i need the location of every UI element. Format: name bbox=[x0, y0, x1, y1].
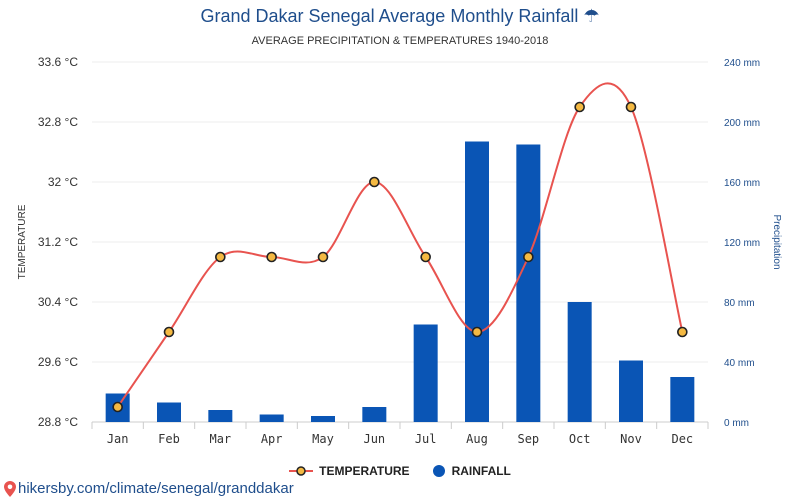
temperature-point[interactable] bbox=[523, 251, 534, 263]
legend-label-rainfall: RAINFALL bbox=[451, 464, 511, 478]
source-url: hikersby.com/climate/senegal/granddakar bbox=[18, 480, 294, 497]
left-axis-ticks: 28.8 °C 29.6 °C 30.4 °C 31.2 °C 32 °C 32.8 °C… bbox=[38, 55, 78, 429]
x-tick-label: Sep bbox=[517, 432, 539, 446]
y-tick-label: 30.4 °C bbox=[38, 295, 78, 309]
y-tick-label: 32 °C bbox=[48, 175, 78, 189]
y2-tick-label: 240 mm bbox=[724, 58, 760, 69]
rainfall-bar[interactable] bbox=[259, 414, 284, 423]
chart-title: Grand Dakar Senegal Average Monthly Rain… bbox=[200, 6, 600, 26]
x-tick-label: Mar bbox=[209, 432, 231, 446]
rainfall-bar[interactable] bbox=[516, 144, 541, 423]
legend: TEMPERATURE RAINFALL bbox=[0, 464, 800, 478]
x-tick-label: Jun bbox=[363, 432, 385, 446]
x-tick-label: Nov bbox=[620, 432, 642, 446]
y2-tick-label: 120 mm bbox=[724, 238, 760, 249]
rainfall-bar[interactable] bbox=[157, 402, 181, 423]
temperature-point[interactable] bbox=[420, 251, 431, 263]
x-tick-label: Aug bbox=[466, 432, 488, 446]
temperature-point[interactable] bbox=[677, 326, 688, 338]
rainfall-bar[interactable] bbox=[619, 360, 643, 423]
y-tick-label: 33.6 °C bbox=[38, 55, 78, 69]
rainfall-bar[interactable] bbox=[567, 302, 592, 422]
temperature-point[interactable] bbox=[266, 251, 277, 263]
x-tick-label: Jul bbox=[415, 432, 437, 446]
left-axis-title: TEMPERATURE bbox=[17, 204, 28, 279]
temperature-legend-icon bbox=[289, 466, 314, 476]
rainfall-bar[interactable] bbox=[413, 324, 438, 423]
legend-label-temperature: TEMPERATURE bbox=[319, 464, 410, 478]
rainfall-bar[interactable] bbox=[362, 407, 387, 422]
temperature-point[interactable] bbox=[574, 101, 585, 113]
rainfall-bar[interactable] bbox=[465, 141, 489, 423]
source-link[interactable]: hikersby.com/climate/senegal/granddakar bbox=[4, 480, 294, 497]
rainfall-bars bbox=[105, 141, 695, 423]
rainfall-bar[interactable] bbox=[208, 410, 233, 422]
right-axis-title: Precipitation bbox=[771, 214, 782, 269]
temperature-line-path bbox=[116, 82, 684, 408]
y2-tick-label: 160 mm bbox=[724, 178, 760, 189]
x-tick-label: Dec bbox=[671, 432, 693, 446]
chart-subtitle: AVERAGE PRECIPITATION & TEMPERATURES 194… bbox=[251, 35, 549, 47]
temperature-point[interactable] bbox=[317, 251, 329, 263]
combo-chart: 28.8 °C 29.6 °C 30.4 °C 31.2 °C 32 °C 32.8 °C… bbox=[17, 55, 782, 446]
y-tick-label: 32.8 °C bbox=[38, 115, 78, 129]
x-tick-label: Apr bbox=[261, 432, 283, 446]
temperature-point[interactable] bbox=[369, 176, 380, 188]
y2-tick-label: 0 mm bbox=[724, 418, 749, 429]
legend-item-rainfall[interactable]: RAINFALL bbox=[432, 464, 511, 478]
rainfall-legend-icon bbox=[432, 465, 445, 477]
temperature-line bbox=[116, 82, 684, 408]
temperature-point[interactable] bbox=[625, 101, 637, 113]
x-tick-label: Jan bbox=[107, 432, 129, 446]
y2-tick-label: 200 mm bbox=[724, 118, 760, 129]
rainfall-bar[interactable] bbox=[311, 416, 335, 422]
legend-item-temperature[interactable]: TEMPERATURE bbox=[289, 464, 410, 478]
temperature-point[interactable] bbox=[112, 401, 123, 413]
rainfall-bar[interactable] bbox=[670, 377, 695, 422]
grid-lines bbox=[91, 61, 709, 429]
y-tick-label: 28.8 °C bbox=[38, 415, 78, 429]
x-tick-label: May bbox=[312, 432, 334, 446]
x-tick-label: Feb bbox=[158, 432, 180, 446]
y-tick-label: 31.2 °C bbox=[38, 235, 78, 249]
y-tick-label: 29.6 °C bbox=[38, 355, 78, 369]
y2-tick-label: 80 mm bbox=[724, 298, 755, 309]
temperature-point[interactable] bbox=[471, 326, 483, 338]
temperature-point[interactable] bbox=[163, 326, 175, 338]
temperature-markers bbox=[112, 101, 688, 413]
x-tick-label: Oct bbox=[569, 432, 591, 446]
temperature-point[interactable] bbox=[215, 251, 226, 263]
y2-tick-label: 40 mm bbox=[724, 358, 755, 369]
x-axis-ticks: Jan Feb Mar Apr May Jun Jul Aug Sep Oct Nov Dec bbox=[107, 432, 693, 446]
right-axis-ticks: 0 mm 40 mm 80 mm 120 mm 160 mm 200 mm 240 mm bbox=[724, 58, 760, 429]
location-pin-icon bbox=[4, 480, 16, 497]
